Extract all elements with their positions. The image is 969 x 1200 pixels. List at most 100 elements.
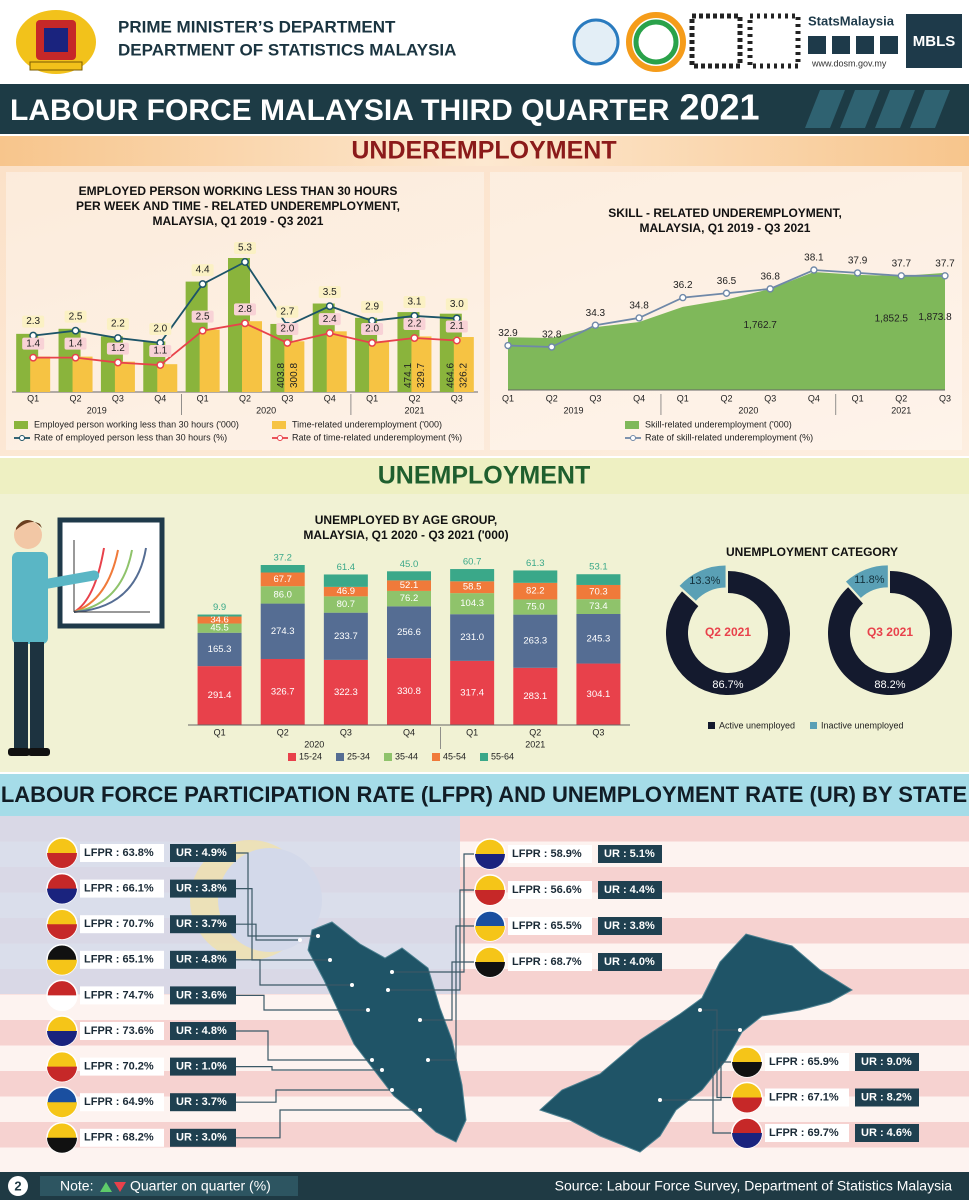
line-marker <box>325 329 334 338</box>
x-tick-label: Q2 <box>408 393 420 403</box>
donut-segment <box>679 565 726 601</box>
value-label-box <box>22 337 45 350</box>
section-band <box>0 774 969 816</box>
chart-title: MALAYSIA, Q1 2020 - Q3 2021 ('000) <box>303 528 508 542</box>
section-title: UNDEREMPLOYMENT <box>351 137 616 165</box>
section-title: LABOUR FORCE PARTICIPATION RATE (LFPR) A… <box>1 782 967 807</box>
line-marker <box>410 334 419 342</box>
ur-value: UR : 3.8% <box>176 883 227 895</box>
segment-label: 9.9 <box>213 602 226 613</box>
bar-value-label: 464.6 <box>445 363 456 388</box>
line-value-label: 1.4 <box>69 338 83 349</box>
segment-label: 61.3 <box>526 558 545 569</box>
x-group-label: 2020 <box>256 405 276 415</box>
line-marker <box>368 338 377 347</box>
line-value-label: 2.9 <box>365 302 379 313</box>
lfpr-value: LFPR : 70.2% <box>84 1061 154 1073</box>
bar-segment <box>513 599 558 615</box>
title: LABOUR FORCE MALAYSIA THIRD QUARTER <box>10 94 670 127</box>
page-number: 2 <box>14 1178 21 1193</box>
x-tick-label: Q4 <box>808 393 820 403</box>
state-flag <box>47 1102 77 1118</box>
state-list: LFPR : 63.8% UR : 4.9% LFPR : 66.1% UR : 3.… <box>46 837 919 1154</box>
state-flag <box>732 1097 762 1113</box>
value-label-box <box>361 322 384 335</box>
line-marker <box>71 353 80 362</box>
bar-value-label: 326.2 <box>458 363 469 388</box>
connector <box>236 1065 382 1071</box>
ur-box <box>170 879 236 898</box>
legend-label: Rate of time-related underemployment (%) <box>292 432 462 442</box>
bar-segment <box>513 614 558 668</box>
lfpr-value: LFPR : 65.9% <box>769 1056 839 1068</box>
lfpr-box <box>80 844 164 862</box>
x-tick-label: Q1 <box>366 393 378 403</box>
value-label-box <box>149 345 172 358</box>
x-tick-label: Q2 <box>546 393 558 403</box>
state-flag <box>47 1137 77 1153</box>
line-value-label: 5.3 <box>238 243 252 254</box>
bar-segment <box>576 599 621 614</box>
state-flag <box>47 995 77 1011</box>
lfpr-box <box>508 953 592 971</box>
state-flag <box>47 924 77 940</box>
x-tick-label: Q2 <box>895 393 907 403</box>
bar-segment <box>387 571 431 581</box>
connector-dot <box>366 1008 370 1012</box>
crest <box>16 10 96 74</box>
x-tick-label: Q3 <box>592 727 604 737</box>
segment-label: 304.1 <box>587 689 611 700</box>
line-marker <box>504 341 512 350</box>
value-label-box <box>234 242 256 254</box>
line-marker <box>941 272 949 280</box>
donut-center-label: Q3 2021 <box>867 625 913 639</box>
line-marker <box>722 289 731 297</box>
bar-segment <box>387 658 431 725</box>
value-label-box <box>149 322 172 335</box>
value-label-box <box>318 313 341 326</box>
lfpr-value: LFPR : 63.8% <box>84 847 154 859</box>
chart-title: SKILL - RELATED UNDEREMPLOYMENT, <box>608 206 842 220</box>
x-tick-label: Q1 <box>677 393 689 403</box>
lfpr-value: LFPR : 73.6% <box>84 1025 154 1037</box>
partner-logos <box>572 12 962 72</box>
bar-segment <box>323 596 368 613</box>
line-value-label: 2.3 <box>26 316 40 327</box>
line-marker <box>766 285 774 293</box>
connector-dot <box>698 1008 702 1012</box>
lfpr-value: LFPR : 65.5% <box>512 920 582 932</box>
bar-value-label: 329.7 <box>416 363 427 388</box>
donut-center-label: Q2 2021 <box>705 625 751 639</box>
connector <box>236 994 368 1011</box>
donut-value-label: 86.7% <box>712 679 743 691</box>
ur-box <box>170 844 236 862</box>
ur-box <box>170 915 236 934</box>
donut-value-label: 13.3% <box>689 575 720 587</box>
x-tick-label: Q3 <box>451 393 463 403</box>
connector-dot <box>316 934 320 938</box>
line-value-label: 2.1 <box>450 321 464 332</box>
line-value-label: 36.2 <box>673 280 693 291</box>
bar-segment <box>387 590 431 607</box>
segment-label: 245.3 <box>587 633 611 644</box>
bar-segment <box>260 658 305 725</box>
segment-label: 233.7 <box>334 631 358 642</box>
connector-dot <box>328 958 332 962</box>
lfpr-box <box>508 881 592 899</box>
value-label-box <box>276 305 299 318</box>
title-chevrons <box>805 90 950 128</box>
bar-segment <box>450 660 495 725</box>
x-tick-label: Q1 <box>466 727 478 737</box>
bar-segment <box>323 612 368 660</box>
x-tick-label: Q2 <box>239 393 251 403</box>
lfpr-value: LFPR : 69.7% <box>769 1127 839 1139</box>
value-label-box <box>22 315 45 328</box>
ministry: PRIME MINISTER’S DEPARTMENT <box>118 17 396 36</box>
bar-value-label: 300.8 <box>289 363 300 388</box>
chart-title: UNEMPLOYMENT CATEGORY <box>726 545 898 559</box>
segment-label: 73.4 <box>589 601 608 612</box>
lfpr-box <box>80 1093 164 1112</box>
segment-label: 330.8 <box>397 686 421 697</box>
line-value-label: 2.0 <box>280 324 294 335</box>
segment-label: 52.1 <box>400 580 419 591</box>
